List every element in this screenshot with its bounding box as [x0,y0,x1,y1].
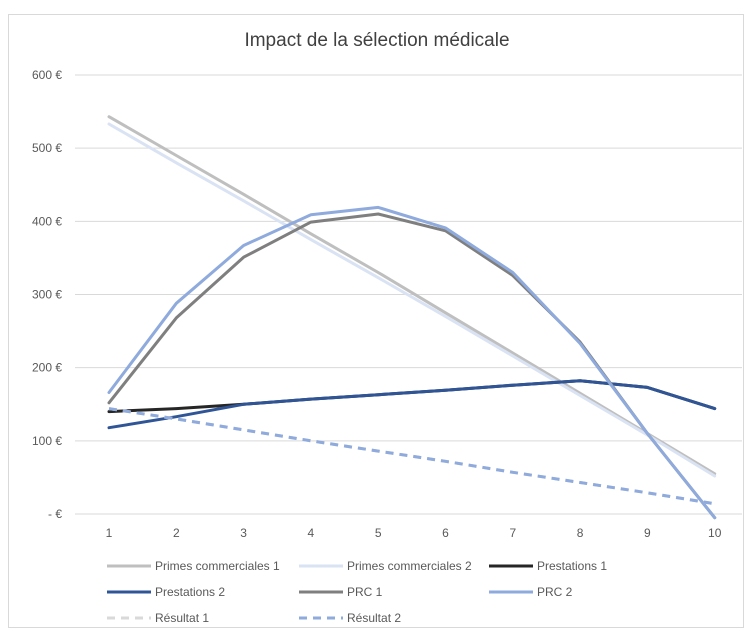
legend-label: Résultat 2 [347,611,401,625]
x-tick-label: 4 [308,526,315,540]
legend-label: PRC 1 [347,585,383,599]
chart-frame [8,14,744,628]
y-tick-label: 500 € [32,141,62,155]
y-tick-label: 100 € [32,434,62,448]
legend-label: Résultat 1 [155,611,209,625]
x-tick-label: 5 [375,526,382,540]
legend-label: Primes commerciales 1 [155,559,280,573]
series-line [107,122,717,478]
series-line [107,205,717,520]
series-line [107,115,717,476]
x-tick-label: 6 [442,526,449,540]
chart-title: Impact de la sélection médicale [244,30,510,51]
x-tick-label: 9 [644,526,651,540]
legend-label: Prestations 1 [537,559,607,573]
legend-label: PRC 2 [537,585,573,599]
y-tick-label: 200 € [32,361,62,375]
legend-label: Primes commerciales 2 [347,559,472,573]
y-tick-label: 300 € [32,288,62,302]
x-axis-ticks: 1 2 3 4 5 6 7 8 9 10 [106,526,722,540]
series-lines [107,115,717,520]
x-tick-label: 2 [173,526,180,540]
series-line [108,407,715,506]
gridlines [75,74,742,515]
legend: Primes commerciales 1 Primes commerciales… [107,559,607,625]
x-tick-label: 8 [577,526,584,540]
series-line [107,212,717,520]
x-tick-label: 7 [509,526,516,540]
legend-label: Prestations 2 [155,585,225,599]
x-tick-label: 10 [708,526,722,540]
y-tick-label: 600 € [32,68,62,82]
x-tick-label: 1 [106,526,113,540]
x-tick-label: 3 [240,526,247,540]
y-axis-ticks: - € 100 € 200 € 300 € 400 € 500 € 600 € [32,68,62,521]
y-tick-label: 400 € [32,214,62,228]
y-tick-label: - € [48,507,62,521]
series-line [107,379,717,430]
